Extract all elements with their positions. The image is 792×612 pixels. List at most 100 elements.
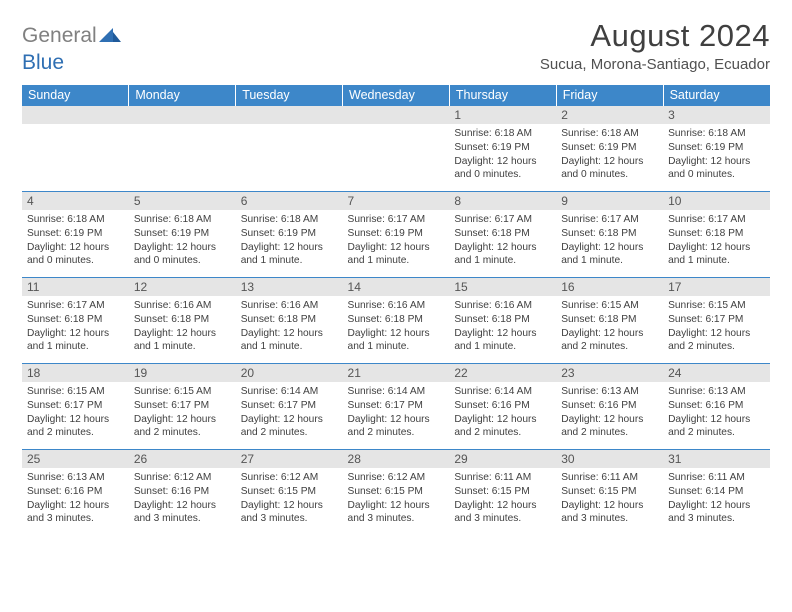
logo-text: General Blue [22,24,121,75]
day-number: 13 [236,278,343,296]
weekday-header: Saturday [663,85,770,106]
calendar-week-row: 1Sunrise: 6:18 AMSunset: 6:19 PMDaylight… [22,106,770,192]
day-details: Sunrise: 6:12 AMSunset: 6:16 PMDaylight:… [129,468,236,529]
calendar-cell: 6Sunrise: 6:18 AMSunset: 6:19 PMDaylight… [236,192,343,278]
calendar-cell: 19Sunrise: 6:15 AMSunset: 6:17 PMDayligh… [129,364,236,450]
calendar-cell: 20Sunrise: 6:14 AMSunset: 6:17 PMDayligh… [236,364,343,450]
day-number: 6 [236,192,343,210]
day-number: 26 [129,450,236,468]
calendar-cell: 1Sunrise: 6:18 AMSunset: 6:19 PMDaylight… [449,106,556,192]
day-number-empty [236,106,343,124]
calendar-cell: 4Sunrise: 6:18 AMSunset: 6:19 PMDaylight… [22,192,129,278]
day-number: 15 [449,278,556,296]
calendar-cell: 9Sunrise: 6:17 AMSunset: 6:18 PMDaylight… [556,192,663,278]
calendar-cell: 31Sunrise: 6:11 AMSunset: 6:14 PMDayligh… [663,450,770,536]
location: Sucua, Morona-Santiago, Ecuador [540,56,770,73]
day-number: 20 [236,364,343,382]
day-number: 14 [343,278,450,296]
title-block: August 2024 Sucua, Morona-Santiago, Ecua… [540,18,770,73]
day-number: 24 [663,364,770,382]
day-number: 29 [449,450,556,468]
calendar-cell: 12Sunrise: 6:16 AMSunset: 6:18 PMDayligh… [129,278,236,364]
day-details: Sunrise: 6:17 AMSunset: 6:18 PMDaylight:… [22,296,129,357]
day-details: Sunrise: 6:17 AMSunset: 6:18 PMDaylight:… [556,210,663,271]
day-details: Sunrise: 6:17 AMSunset: 6:18 PMDaylight:… [449,210,556,271]
calendar-week-row: 18Sunrise: 6:15 AMSunset: 6:17 PMDayligh… [22,364,770,450]
calendar-week-row: 4Sunrise: 6:18 AMSunset: 6:19 PMDaylight… [22,192,770,278]
calendar-cell [22,106,129,192]
day-number-empty [343,106,450,124]
calendar-cell: 16Sunrise: 6:15 AMSunset: 6:18 PMDayligh… [556,278,663,364]
day-details: Sunrise: 6:13 AMSunset: 6:16 PMDaylight:… [663,382,770,443]
calendar-cell: 3Sunrise: 6:18 AMSunset: 6:19 PMDaylight… [663,106,770,192]
logo-text-grey: General [22,24,97,47]
day-details: Sunrise: 6:12 AMSunset: 6:15 PMDaylight:… [343,468,450,529]
day-details: Sunrise: 6:13 AMSunset: 6:16 PMDaylight:… [22,468,129,529]
day-number: 2 [556,106,663,124]
day-number: 23 [556,364,663,382]
day-number: 22 [449,364,556,382]
day-details: Sunrise: 6:12 AMSunset: 6:15 PMDaylight:… [236,468,343,529]
weekday-header: Sunday [22,85,129,106]
calendar-cell [129,106,236,192]
calendar-cell: 22Sunrise: 6:14 AMSunset: 6:16 PMDayligh… [449,364,556,450]
day-details: Sunrise: 6:15 AMSunset: 6:18 PMDaylight:… [556,296,663,357]
calendar-cell: 10Sunrise: 6:17 AMSunset: 6:18 PMDayligh… [663,192,770,278]
day-details: Sunrise: 6:15 AMSunset: 6:17 PMDaylight:… [129,382,236,443]
day-number: 5 [129,192,236,210]
calendar-page: General Blue August 2024 Sucua, Morona-S… [0,0,792,546]
calendar-cell: 17Sunrise: 6:15 AMSunset: 6:17 PMDayligh… [663,278,770,364]
calendar-cell: 30Sunrise: 6:11 AMSunset: 6:15 PMDayligh… [556,450,663,536]
day-number: 25 [22,450,129,468]
calendar-cell: 11Sunrise: 6:17 AMSunset: 6:18 PMDayligh… [22,278,129,364]
day-details: Sunrise: 6:18 AMSunset: 6:19 PMDaylight:… [449,124,556,185]
day-number: 16 [556,278,663,296]
day-details: Sunrise: 6:16 AMSunset: 6:18 PMDaylight:… [236,296,343,357]
calendar-cell: 23Sunrise: 6:13 AMSunset: 6:16 PMDayligh… [556,364,663,450]
calendar-week-row: 25Sunrise: 6:13 AMSunset: 6:16 PMDayligh… [22,450,770,536]
day-details: Sunrise: 6:11 AMSunset: 6:15 PMDaylight:… [449,468,556,529]
day-details: Sunrise: 6:15 AMSunset: 6:17 PMDaylight:… [22,382,129,443]
weekday-header: Monday [129,85,236,106]
day-number-empty [129,106,236,124]
calendar-cell [236,106,343,192]
day-details: Sunrise: 6:16 AMSunset: 6:18 PMDaylight:… [343,296,450,357]
day-details: Sunrise: 6:18 AMSunset: 6:19 PMDaylight:… [22,210,129,271]
weekday-header: Tuesday [236,85,343,106]
calendar-cell: 8Sunrise: 6:17 AMSunset: 6:18 PMDaylight… [449,192,556,278]
header: General Blue August 2024 Sucua, Morona-S… [22,18,770,75]
day-details: Sunrise: 6:16 AMSunset: 6:18 PMDaylight:… [129,296,236,357]
calendar-week-row: 11Sunrise: 6:17 AMSunset: 6:18 PMDayligh… [22,278,770,364]
calendar-table: SundayMondayTuesdayWednesdayThursdayFrid… [22,85,770,536]
logo-mark-icon [99,24,121,48]
logo: General Blue [22,18,121,75]
weekday-header: Wednesday [343,85,450,106]
weekday-header: Thursday [449,85,556,106]
day-number: 3 [663,106,770,124]
day-number: 19 [129,364,236,382]
calendar-cell: 27Sunrise: 6:12 AMSunset: 6:15 PMDayligh… [236,450,343,536]
day-number: 31 [663,450,770,468]
day-details: Sunrise: 6:18 AMSunset: 6:19 PMDaylight:… [129,210,236,271]
calendar-cell: 21Sunrise: 6:14 AMSunset: 6:17 PMDayligh… [343,364,450,450]
logo-text-blue: Blue [22,51,64,74]
day-number: 7 [343,192,450,210]
day-number: 21 [343,364,450,382]
day-number: 11 [22,278,129,296]
day-details: Sunrise: 6:16 AMSunset: 6:18 PMDaylight:… [449,296,556,357]
day-details: Sunrise: 6:14 AMSunset: 6:17 PMDaylight:… [343,382,450,443]
day-number: 28 [343,450,450,468]
calendar-cell: 13Sunrise: 6:16 AMSunset: 6:18 PMDayligh… [236,278,343,364]
day-number: 18 [22,364,129,382]
day-details: Sunrise: 6:18 AMSunset: 6:19 PMDaylight:… [236,210,343,271]
day-number-empty [22,106,129,124]
month-title: August 2024 [540,18,770,54]
day-number: 12 [129,278,236,296]
calendar-cell: 25Sunrise: 6:13 AMSunset: 6:16 PMDayligh… [22,450,129,536]
day-details: Sunrise: 6:14 AMSunset: 6:16 PMDaylight:… [449,382,556,443]
calendar-cell [343,106,450,192]
day-number: 1 [449,106,556,124]
calendar-cell: 5Sunrise: 6:18 AMSunset: 6:19 PMDaylight… [129,192,236,278]
day-details: Sunrise: 6:17 AMSunset: 6:19 PMDaylight:… [343,210,450,271]
day-number: 4 [22,192,129,210]
